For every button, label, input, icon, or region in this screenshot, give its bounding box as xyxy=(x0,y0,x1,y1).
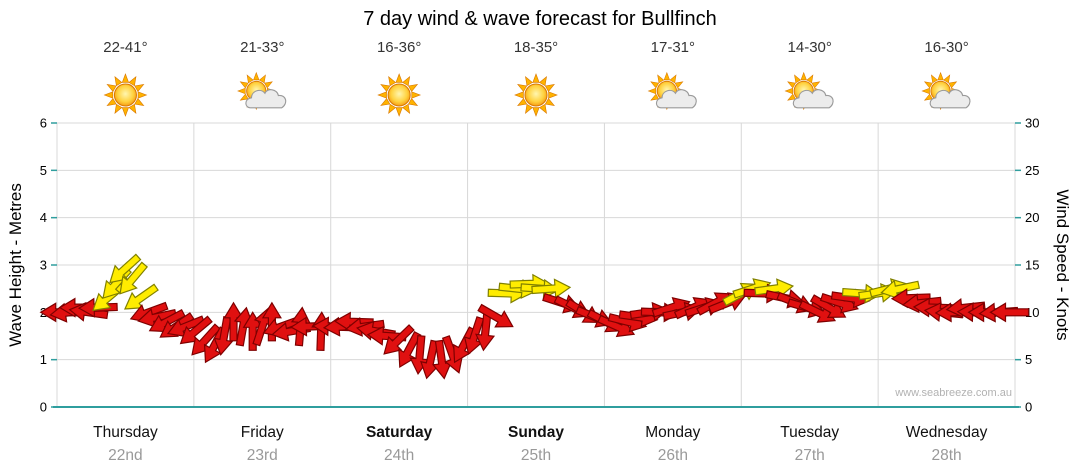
cloud-icon xyxy=(792,89,834,109)
cloud-icon xyxy=(655,89,697,109)
right-axis-tick-label: 5 xyxy=(1025,352,1032,367)
wind-arrow xyxy=(463,316,485,356)
left-axis-tick-label: 5 xyxy=(40,163,47,178)
wind-arrow xyxy=(119,261,149,295)
wind-arrow xyxy=(477,303,514,328)
day-date: 23rd xyxy=(247,447,278,464)
left-axis-tick-label: 1 xyxy=(40,352,47,367)
right-axis-tick-label: 20 xyxy=(1025,210,1039,225)
sunny-icon xyxy=(514,73,558,117)
partly-cloudy-icon xyxy=(647,71,697,111)
day-temp-range: 16-30° xyxy=(924,39,968,56)
wind-arrow xyxy=(398,330,422,369)
day-date: 24th xyxy=(384,447,414,464)
cloud-icon xyxy=(245,89,287,109)
wind-arrow xyxy=(475,311,496,352)
day-date: 28th xyxy=(931,447,961,464)
day-name: Saturday xyxy=(366,424,433,441)
day-date: 27th xyxy=(795,447,825,464)
day-name: Thursday xyxy=(93,424,158,441)
day-date: 25th xyxy=(521,447,551,464)
right-axis-tick-label: 0 xyxy=(1025,400,1032,415)
wind-arrow xyxy=(109,253,142,284)
wind-arrow xyxy=(798,300,837,323)
left-axis-tick-label: 3 xyxy=(40,258,47,273)
cloud-icon xyxy=(929,89,971,109)
day-name: Tuesday xyxy=(780,424,839,441)
day-temp-range: 17-31° xyxy=(651,39,695,56)
chart-title: 7 day wind & wave forecast for Bullfinch xyxy=(363,8,717,30)
day-name: Friday xyxy=(241,424,284,441)
day-date: 22nd xyxy=(108,447,142,464)
wind-arrow xyxy=(880,279,921,300)
wind-arrow xyxy=(754,278,795,299)
wind-arrow xyxy=(123,283,159,310)
partly-cloudy-icon xyxy=(237,71,287,111)
right-axis-tick-label: 30 xyxy=(1025,116,1039,131)
sunny-icon xyxy=(377,73,422,117)
sunny-icon xyxy=(103,73,148,117)
day-temp-range: 14-30° xyxy=(788,39,832,56)
day-name: Monday xyxy=(645,424,700,441)
day-date: 26th xyxy=(658,447,688,464)
left-axis-tick-label: 6 xyxy=(40,116,47,131)
day-temp-range: 18-35° xyxy=(514,39,558,56)
wind-arrow xyxy=(213,315,234,356)
left-axis-tick-label: 4 xyxy=(40,210,47,225)
watermark: www.seabreeze.com.au xyxy=(895,387,1012,399)
wind-arrow xyxy=(453,326,477,364)
wind-arrow xyxy=(383,324,415,355)
day-temp-range: 16-36° xyxy=(377,39,421,56)
day-name: Wednesday xyxy=(906,424,988,441)
partly-cloudy-icon xyxy=(784,71,834,111)
day-temp-range: 22-41° xyxy=(103,39,147,56)
wind-arrow xyxy=(989,302,1030,323)
partly-cloudy-icon xyxy=(921,71,971,111)
day-temp-range: 21-33° xyxy=(240,39,284,56)
left-axis-tick-label: 0 xyxy=(40,400,47,415)
wind-arrow xyxy=(223,301,244,342)
day-name: Sunday xyxy=(508,424,564,441)
wind-arrow xyxy=(809,294,847,319)
wind-arrow xyxy=(531,278,572,299)
right-axis-tick-label: 15 xyxy=(1025,258,1039,273)
right-axis-tick-label: 25 xyxy=(1025,163,1039,178)
